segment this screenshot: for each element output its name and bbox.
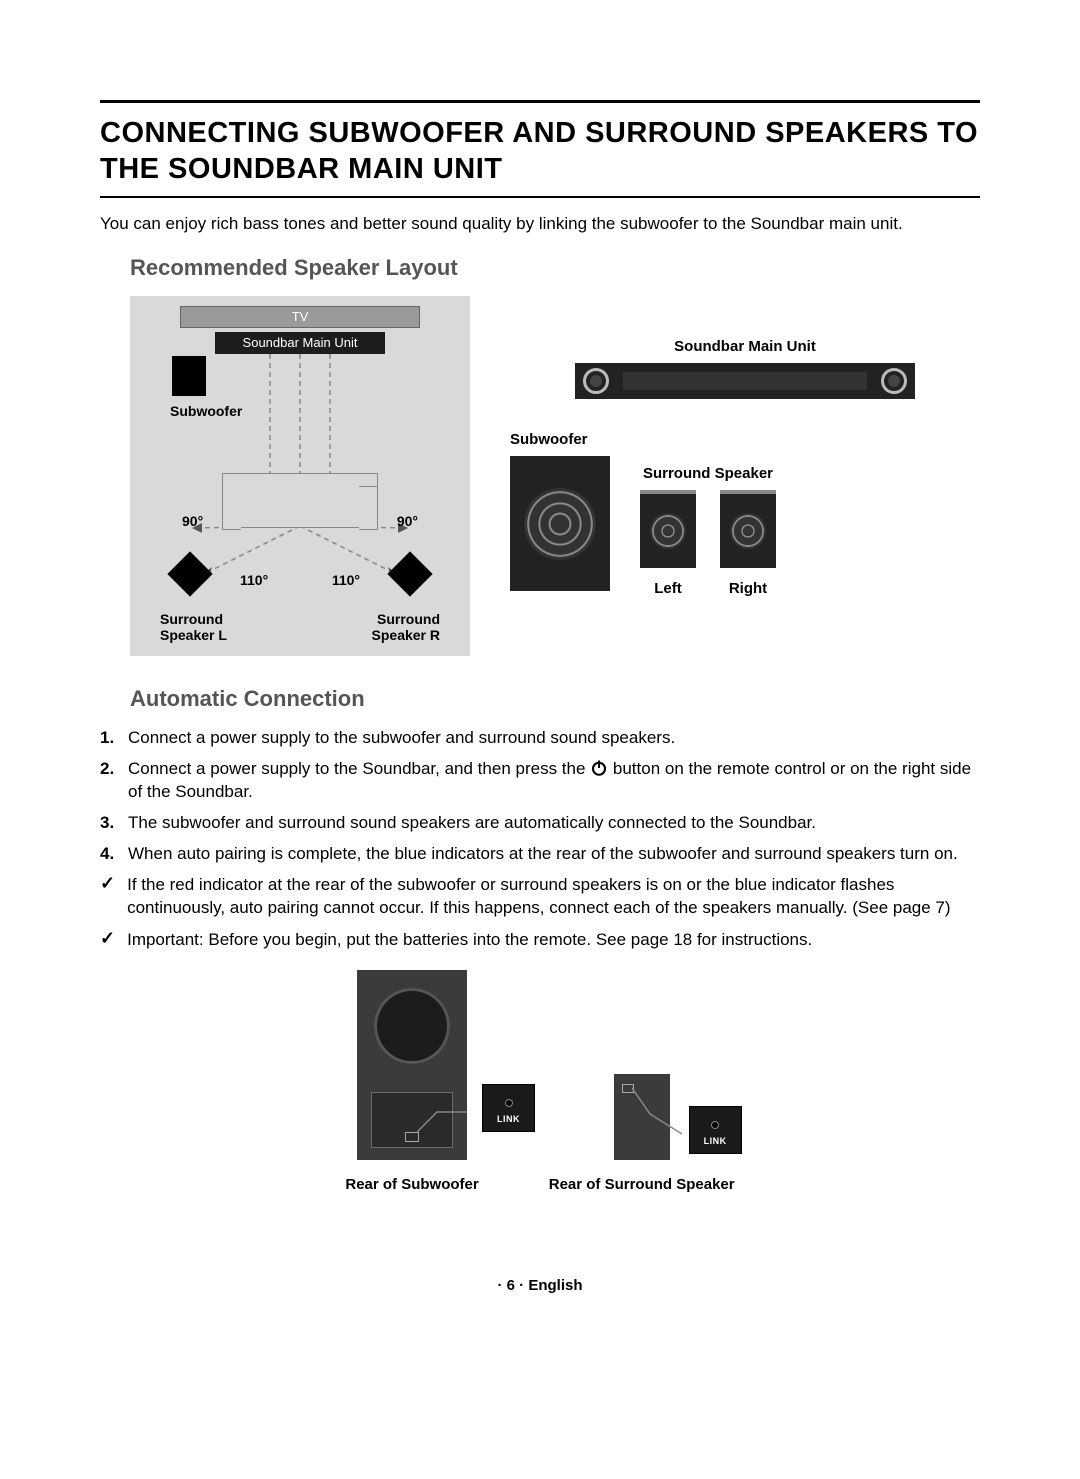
check-item: ✓If the red indicator at the rear of the… xyxy=(100,874,980,920)
steps-list: 1.Connect a power supply to the subwoofe… xyxy=(100,727,980,866)
surround-right-label: SurroundSpeaker R xyxy=(372,611,440,645)
page-title: CONNECTING SUBWOOFER AND SURROUND SPEAKE… xyxy=(100,115,980,198)
rear-illustration-row: LINK Rear of Subwoofer LINK Rear of Surr… xyxy=(100,970,980,1195)
surround-left-icon xyxy=(167,551,212,596)
subwoofer-box xyxy=(172,356,206,396)
rear-surround-illustration: LINK xyxy=(614,1074,670,1160)
link-callout-sub: LINK xyxy=(482,1084,535,1133)
rear-subwoofer-illustration: LINK xyxy=(357,970,467,1160)
tv-label: TV xyxy=(180,306,420,328)
angle-90-left: 90° xyxy=(182,512,203,532)
surround-right-icon xyxy=(387,551,432,596)
surround-left-label: SurroundSpeaker L xyxy=(160,611,227,645)
subwoofer-illustration xyxy=(510,456,610,591)
rear-surr-label: Rear of Surround Speaker xyxy=(549,1174,735,1195)
soundbar-label-box: Soundbar Main Unit xyxy=(215,332,385,354)
intro-text: You can enjoy rich bass tones and better… xyxy=(100,212,980,236)
layout-heading: Recommended Speaker Layout xyxy=(130,253,980,284)
equipment-diagram: Soundbar Main Unit Subwoofer Surround Sp… xyxy=(510,296,980,656)
step-item: 3.The subwoofer and surround sound speak… xyxy=(100,812,980,835)
link-callout-surr: LINK xyxy=(689,1106,742,1155)
step-item: 4.When auto pairing is complete, the blu… xyxy=(100,843,980,866)
page-footer: · 6 · English xyxy=(100,1275,980,1296)
angle-90-right: 90° xyxy=(397,512,418,532)
check-item: ✓Important: Before you begin, put the ba… xyxy=(100,929,980,952)
auto-connection-heading: Automatic Connection xyxy=(130,684,980,715)
equip-surround-label: Surround Speaker xyxy=(640,463,776,484)
step-item: 2.Connect a power supply to the Soundbar… xyxy=(100,758,980,804)
checks-list: ✓If the red indicator at the rear of the… xyxy=(100,874,980,953)
equip-subwoofer-label: Subwoofer xyxy=(510,429,610,450)
right-label: Right xyxy=(720,578,776,599)
surround-pair-illustration xyxy=(640,490,776,568)
equip-soundbar-label: Soundbar Main Unit xyxy=(510,336,980,357)
left-label: Left xyxy=(640,578,696,599)
soundbar-illustration xyxy=(575,363,915,399)
rear-sub-label: Rear of Subwoofer xyxy=(345,1174,478,1195)
sofa-icon xyxy=(240,486,360,528)
room-layout-diagram: TV Soundbar Main Unit Subwoofer 90° 90° … xyxy=(130,296,470,656)
subwoofer-label: Subwoofer xyxy=(170,402,242,422)
angle-110-right: 110° xyxy=(332,571,360,591)
angle-110-left: 110° xyxy=(240,571,268,591)
step-item: 1.Connect a power supply to the subwoofe… xyxy=(100,727,980,750)
